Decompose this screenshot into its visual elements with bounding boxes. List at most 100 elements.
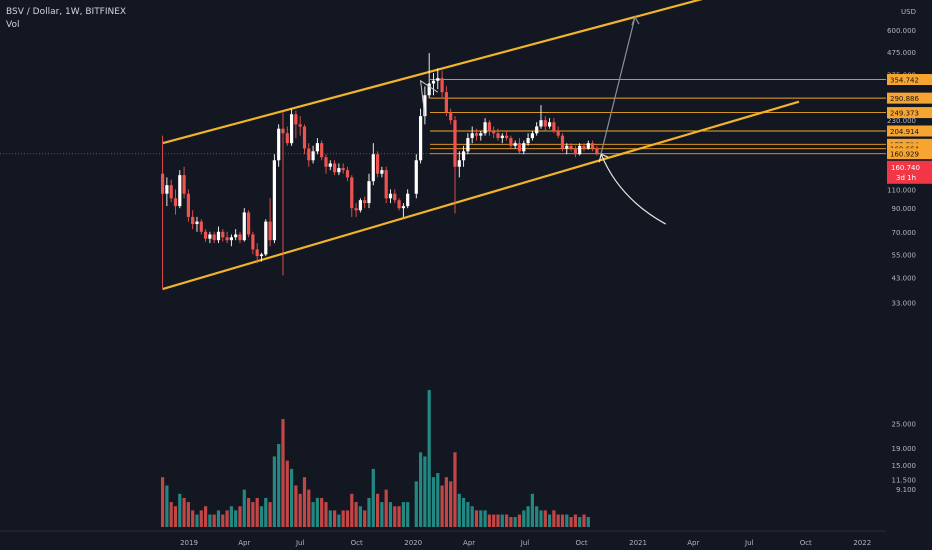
candle[interactable] (470, 126, 474, 144)
candle[interactable] (423, 86, 427, 125)
candle[interactable] (311, 145, 315, 164)
projection-arrow[interactable] (600, 16, 636, 154)
candle[interactable] (320, 140, 324, 161)
candle[interactable] (246, 210, 251, 238)
candle[interactable] (251, 231, 255, 255)
candle[interactable] (406, 189, 410, 209)
candle[interactable] (590, 140, 595, 152)
candle[interactable] (436, 68, 440, 90)
candle[interactable] (522, 140, 526, 155)
candle[interactable] (560, 133, 565, 152)
candle[interactable] (324, 154, 328, 174)
candle[interactable] (315, 138, 319, 155)
candle[interactable] (272, 154, 276, 244)
channel-upper-line[interactable] (162, 0, 769, 145)
candle[interactable] (414, 154, 418, 199)
candle[interactable] (487, 120, 491, 136)
candle[interactable] (401, 203, 405, 217)
candle[interactable] (169, 179, 173, 203)
candle[interactable] (565, 143, 569, 155)
candle[interactable] (225, 231, 229, 244)
candle[interactable] (281, 112, 285, 276)
candle[interactable] (221, 229, 225, 242)
candle[interactable] (289, 108, 294, 146)
candle[interactable] (165, 177, 169, 207)
candle[interactable] (504, 130, 509, 141)
candle[interactable] (229, 234, 233, 247)
candle[interactable] (195, 216, 199, 232)
drawn-path[interactable] (600, 153, 666, 225)
candle[interactable] (517, 138, 522, 155)
candle[interactable] (569, 143, 573, 152)
candle[interactable] (212, 231, 216, 244)
candle[interactable] (216, 226, 221, 244)
candle[interactable] (367, 173, 371, 209)
candle[interactable] (431, 73, 436, 96)
candle[interactable] (444, 86, 448, 117)
candle[interactable] (307, 143, 311, 167)
candle[interactable] (341, 163, 345, 174)
candle[interactable] (264, 219, 268, 257)
candle[interactable] (238, 231, 242, 244)
candle[interactable] (582, 143, 586, 152)
candle[interactable] (427, 53, 431, 99)
candle[interactable] (535, 122, 539, 136)
candle[interactable] (332, 160, 337, 176)
candle[interactable] (556, 126, 560, 139)
candle[interactable] (474, 128, 479, 141)
candle[interactable] (173, 189, 178, 215)
candle[interactable] (337, 163, 341, 176)
candle[interactable] (492, 126, 496, 139)
candle[interactable] (358, 198, 362, 213)
candle[interactable] (543, 116, 547, 131)
candle[interactable] (182, 166, 186, 199)
candle[interactable] (375, 151, 380, 178)
candle[interactable] (302, 124, 307, 155)
candle[interactable] (203, 229, 208, 242)
candle[interactable] (208, 231, 212, 244)
candle[interactable] (539, 105, 543, 129)
candle[interactable] (547, 118, 552, 129)
candle[interactable] (259, 252, 264, 262)
candle[interactable] (453, 116, 457, 214)
candle[interactable] (530, 130, 534, 141)
candle[interactable] (500, 133, 504, 144)
candle[interactable] (578, 143, 582, 156)
symbol-title[interactable]: BSV / Dollar, 1W, BITFINEX (6, 7, 127, 17)
candle[interactable] (242, 208, 246, 242)
candle[interactable] (350, 175, 354, 217)
candle[interactable] (440, 70, 444, 99)
candle[interactable] (449, 108, 453, 125)
candle[interactable] (328, 160, 332, 171)
candle[interactable] (234, 229, 238, 241)
candle[interactable] (595, 145, 599, 156)
candle[interactable] (466, 133, 470, 155)
candle[interactable] (496, 128, 500, 141)
candle[interactable] (178, 170, 182, 209)
candle[interactable] (363, 196, 367, 209)
candle[interactable] (285, 126, 289, 146)
candle[interactable] (199, 219, 203, 235)
candle[interactable] (552, 118, 556, 134)
candle[interactable] (393, 189, 397, 204)
candle[interactable] (277, 124, 281, 167)
candle[interactable] (298, 116, 302, 136)
candle[interactable] (186, 189, 190, 222)
volume-indicator-label[interactable]: Vol (6, 20, 20, 30)
candle[interactable] (345, 166, 350, 182)
candle[interactable] (526, 133, 530, 146)
candle[interactable] (294, 110, 298, 139)
candle[interactable] (160, 135, 165, 290)
candle[interactable] (191, 210, 195, 230)
candle[interactable] (479, 130, 483, 141)
candle[interactable] (461, 145, 466, 167)
channel-lower-line[interactable] (162, 100, 800, 291)
candle[interactable] (586, 140, 590, 150)
candle[interactable] (384, 166, 388, 204)
candle[interactable] (255, 243, 259, 264)
candle[interactable] (418, 108, 423, 164)
candle[interactable] (513, 140, 517, 149)
candle[interactable] (457, 151, 461, 178)
candle[interactable] (573, 145, 577, 158)
